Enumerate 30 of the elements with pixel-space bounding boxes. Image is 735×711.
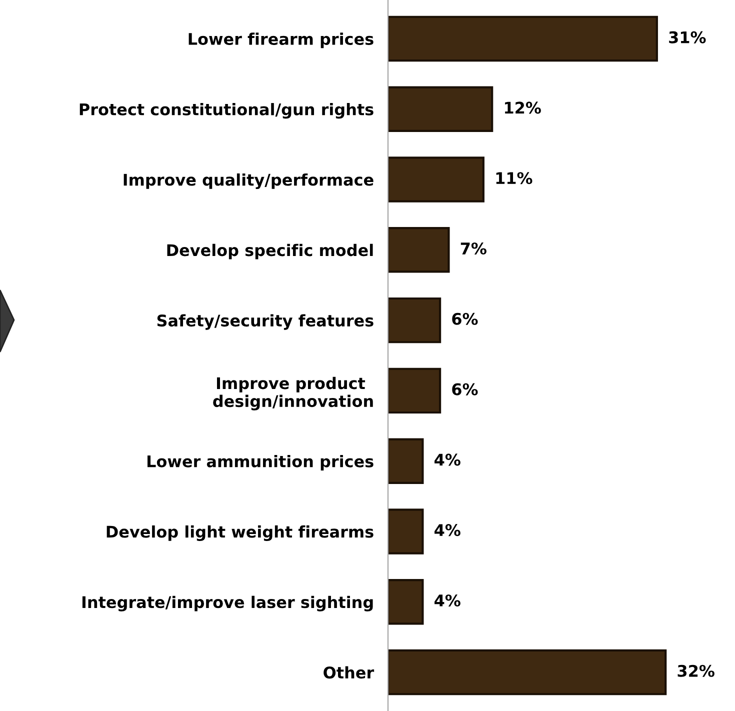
y-tick-label: Develop specific model bbox=[167, 244, 373, 260]
bar bbox=[388, 368, 442, 414]
data-label: 12% bbox=[505, 102, 541, 114]
bar bbox=[388, 438, 424, 484]
data-label: 4% bbox=[434, 524, 460, 536]
bar bbox=[388, 227, 450, 273]
data-label: 6% bbox=[452, 312, 478, 325]
data-label: 6% bbox=[452, 383, 478, 396]
bar bbox=[388, 16, 658, 62]
bar bbox=[388, 86, 494, 132]
bar bbox=[388, 508, 424, 554]
y-tick-label: Lower firearm prices bbox=[188, 32, 374, 48]
y-tick-label: Develop light weight firearms bbox=[106, 525, 374, 542]
y-tick-label: Integrate/improve laser sighting bbox=[82, 596, 373, 612]
bar bbox=[388, 297, 442, 344]
data-label: 32% bbox=[678, 664, 714, 677]
data-label: 4% bbox=[434, 594, 460, 607]
y-tick-label: Lower ammunition prices bbox=[148, 455, 374, 470]
y-tick-label: Improve product design/innovation bbox=[213, 376, 373, 410]
y-tick-label: Protect constitutional/gun rights bbox=[80, 103, 374, 119]
y-tick-label: Safety/security features bbox=[157, 314, 374, 330]
bar bbox=[388, 156, 484, 202]
y-tick-label: Improve quality/performace bbox=[124, 173, 374, 190]
bar bbox=[388, 649, 667, 696]
y-tick-label: Other bbox=[324, 666, 374, 679]
data-label: 31% bbox=[669, 31, 706, 44]
bar bbox=[388, 579, 424, 625]
data-label: 7% bbox=[460, 242, 486, 255]
data-label: 11% bbox=[496, 172, 532, 184]
data-label: 4% bbox=[434, 454, 460, 466]
